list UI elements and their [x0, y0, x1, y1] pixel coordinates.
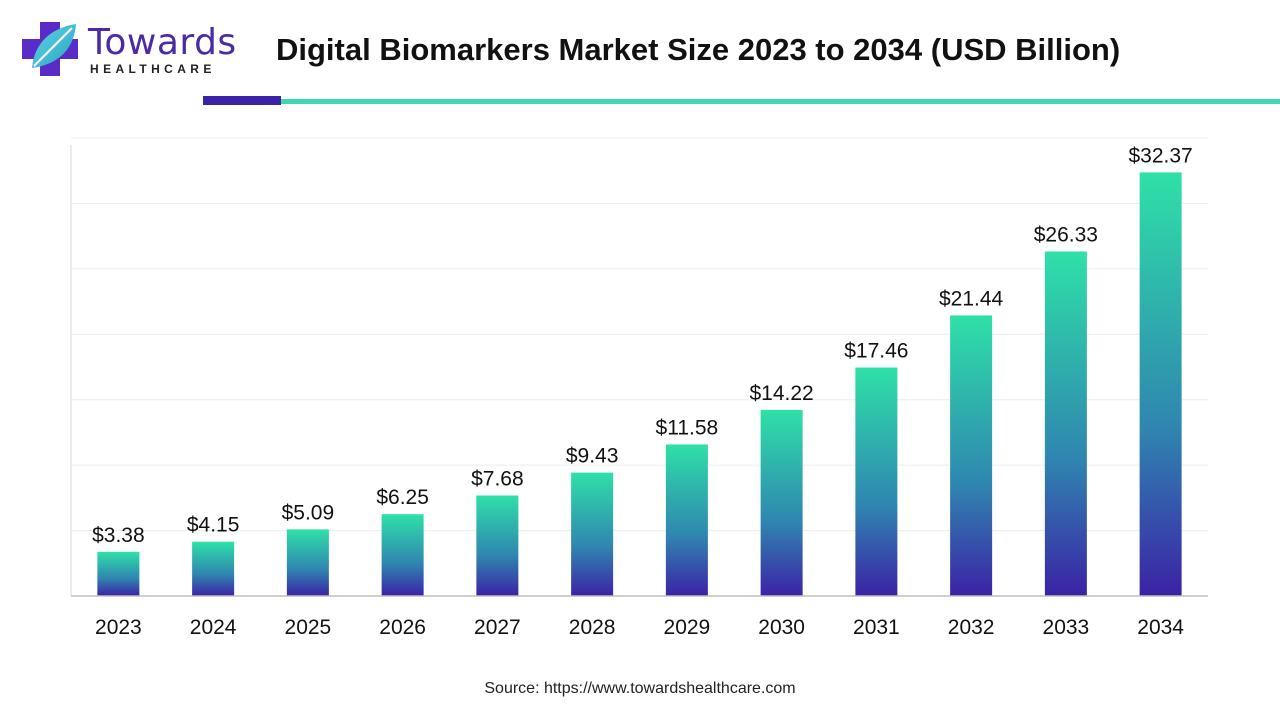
x-tick-label-2031: 2031	[853, 616, 900, 639]
value-label-2025: $5.09	[282, 501, 335, 524]
brand-subtitle: HEALTHCARE	[90, 62, 216, 76]
value-label-2030: $14.22	[750, 382, 814, 405]
chart-gridlines	[71, 137, 1208, 597]
value-label-2034: $32.37	[1129, 144, 1193, 167]
bar-2028	[571, 472, 614, 596]
value-label-2029: $11.58	[656, 416, 719, 439]
bar-2025	[286, 529, 329, 596]
title-underline-accent	[203, 96, 281, 105]
bar-2029	[665, 444, 708, 596]
source-note: Source: https://www.towardshealthcare.co…	[484, 680, 796, 697]
value-label-2032: $21.44	[939, 287, 1004, 310]
bar-2026	[381, 514, 424, 596]
bar-2027	[476, 495, 519, 596]
title-underline	[281, 99, 1280, 104]
bar-2024	[192, 541, 235, 596]
chart-value-labels: $3.38 $4.15 $5.09 $6.25 $7.68 $9.43 $11.58 $14.…	[92, 144, 1193, 546]
bar-2033	[1044, 251, 1087, 597]
x-tick-label-2025: 2025	[285, 616, 332, 639]
chart-x-tick-labels: 2023 2024 2025 2026 2027 2028 2029 2030 2031 2032…	[95, 616, 1184, 639]
value-label-2023: $3.38	[92, 524, 145, 547]
page-title: Digital Biomarkers Market Size 2023 to 2…	[276, 32, 1121, 67]
chart-bars	[97, 172, 1182, 597]
value-label-2024: $4.15	[187, 514, 240, 537]
bar-2023	[97, 551, 140, 596]
bar-2030	[760, 409, 803, 596]
x-tick-label-2026: 2026	[379, 616, 426, 639]
x-tick-label-2034: 2034	[1137, 616, 1184, 639]
x-tick-label-2030: 2030	[758, 616, 805, 639]
value-label-2031: $17.46	[844, 340, 908, 363]
x-tick-label-2028: 2028	[569, 616, 616, 639]
bar-2034	[1139, 172, 1182, 596]
x-tick-label-2027: 2027	[474, 616, 521, 639]
x-tick-label-2032: 2032	[948, 616, 995, 639]
value-label-2027: $7.68	[471, 468, 524, 491]
brand-name: Towards	[88, 22, 237, 63]
x-tick-label-2033: 2033	[1043, 616, 1090, 639]
x-tick-label-2024: 2024	[190, 616, 237, 639]
value-label-2033: $26.33	[1034, 223, 1098, 246]
value-label-2028: $9.43	[566, 445, 619, 468]
x-tick-label-2023: 2023	[95, 616, 142, 639]
bar-2031	[855, 367, 898, 596]
medical-cross-leaf-icon	[22, 22, 78, 76]
x-tick-label-2029: 2029	[664, 616, 711, 639]
bar-2032	[950, 315, 993, 596]
value-label-2026: $6.25	[376, 486, 429, 509]
brand-logo: Towards HEALTHCARE	[20, 18, 240, 80]
